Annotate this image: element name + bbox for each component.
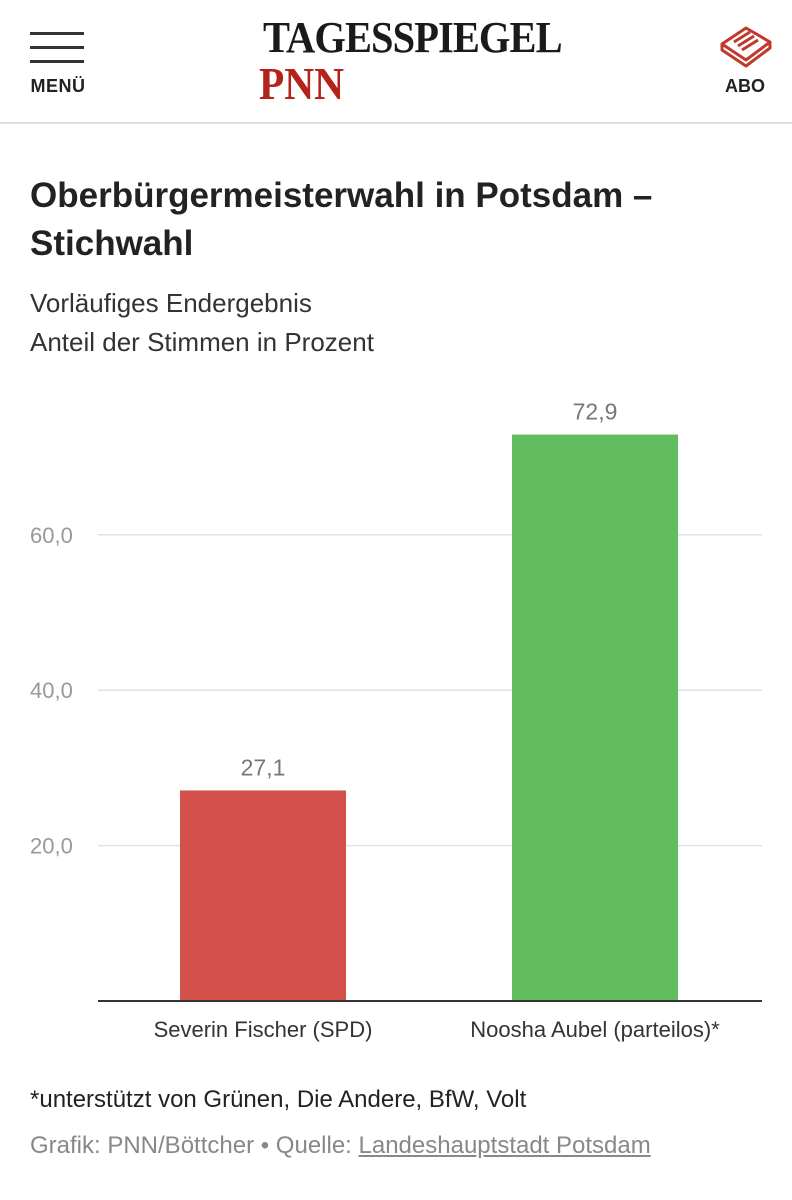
- chart-subtitle: Vorläufiges Endergebnis Anteil der Stimm…: [30, 284, 750, 362]
- chart-title: Oberbürgermeisterwahl in Potsdam – Stich…: [30, 176, 653, 263]
- y-tick-label: 40,0: [30, 678, 73, 703]
- source-link[interactable]: Landeshauptstadt Potsdam: [358, 1132, 651, 1159]
- menu-button[interactable]: MENÜ: [28, 26, 88, 98]
- hamburger-icon: [30, 32, 84, 70]
- y-tick-label: 20,0: [30, 834, 73, 859]
- abo-button[interactable]: ABO: [712, 22, 778, 100]
- source-credit: Grafik: PNN/Böttcher • Quelle: Landeshau…: [30, 1132, 770, 1160]
- footnote: *unterstützt von Grünen, Die Andere, BfW…: [30, 1086, 527, 1113]
- x-tick-label: Noosha Aubel (parteilos)*: [470, 1017, 720, 1042]
- data-label: 72,9: [573, 399, 618, 425]
- logo-pnn: PNN: [259, 58, 345, 109]
- y-tick-label: 60,0: [30, 523, 73, 548]
- bar: [180, 790, 346, 1001]
- credit-text: Grafik: PNN/Böttcher • Quelle:: [30, 1132, 359, 1159]
- newspaper-icon: [720, 26, 772, 68]
- bar-chart: 20,0 40,0 60,0 27,1 Severin Fischer (SPD) 72,…: [30, 399, 762, 1042]
- bar: [512, 434, 678, 1001]
- x-tick-label: Severin Fischer (SPD): [154, 1017, 373, 1042]
- menu-label: MENÜ: [30, 76, 86, 96]
- subtitle-line-2: Anteil der Stimmen in Prozent: [30, 327, 374, 357]
- subtitle-line-1: Vorläufiges Endergebnis: [30, 288, 312, 318]
- site-logo[interactable]: TAGESSPIEGEL PNN: [250, 14, 563, 109]
- logo-tagesspiegel: TAGESSPIEGEL: [262, 13, 563, 62]
- data-label: 27,1: [241, 754, 286, 780]
- site-header: MENÜ TAGESSPIEGEL PNN ABO: [0, 0, 792, 124]
- abo-label: ABO: [725, 76, 765, 96]
